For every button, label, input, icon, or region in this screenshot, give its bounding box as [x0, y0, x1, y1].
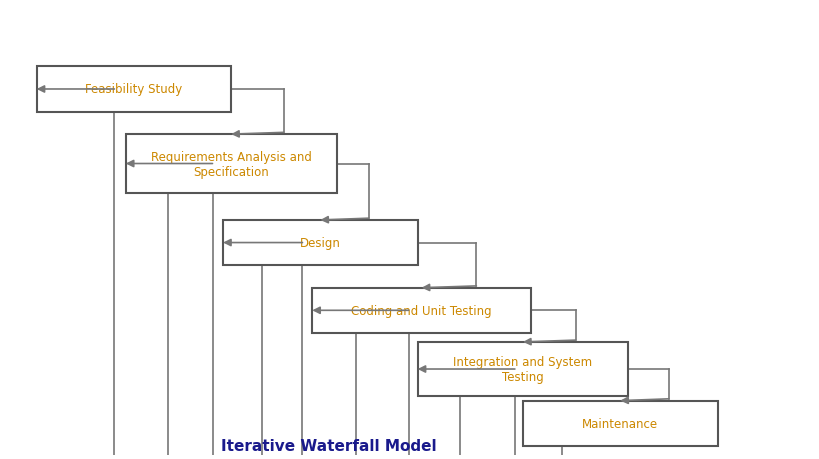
FancyBboxPatch shape: [418, 342, 628, 396]
FancyBboxPatch shape: [312, 288, 531, 333]
Text: Requirements Analysis and
Specification: Requirements Analysis and Specification: [151, 150, 311, 178]
FancyBboxPatch shape: [523, 401, 717, 446]
FancyBboxPatch shape: [37, 67, 231, 112]
Text: Feasibility Study: Feasibility Study: [85, 83, 183, 96]
Text: Iterative Waterfall Model: Iterative Waterfall Model: [220, 437, 437, 453]
Text: Design: Design: [300, 236, 341, 250]
FancyBboxPatch shape: [126, 135, 337, 193]
Text: Maintenance: Maintenance: [582, 417, 658, 430]
FancyBboxPatch shape: [223, 220, 418, 266]
Text: Integration and System
Testing: Integration and System Testing: [454, 355, 593, 383]
Text: Coding and Unit Testing: Coding and Unit Testing: [351, 304, 492, 317]
